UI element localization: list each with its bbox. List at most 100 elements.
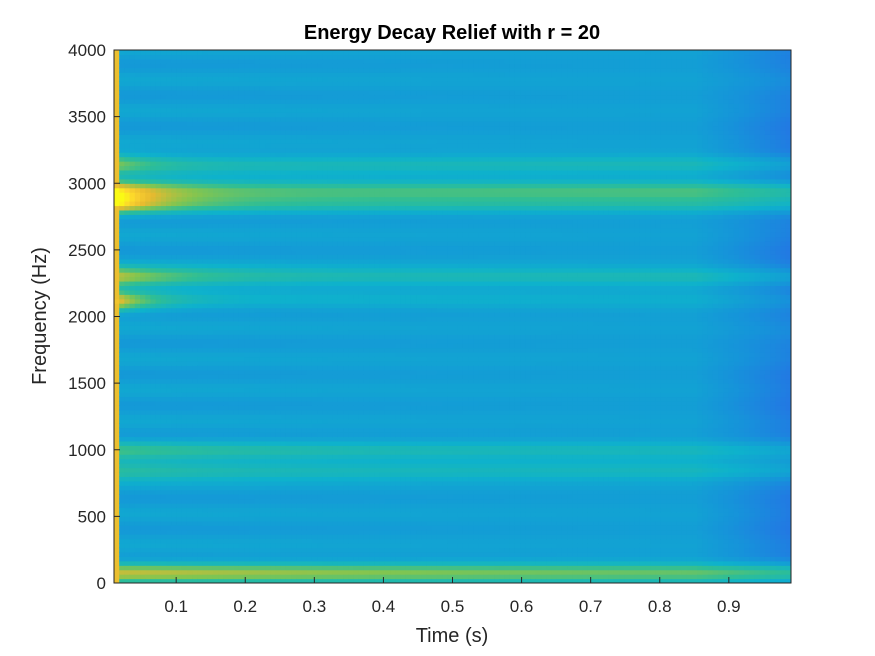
heatmap-cell (124, 343, 131, 349)
heatmap-cell (160, 298, 167, 304)
heatmap-cell (176, 387, 183, 393)
heatmap-cell (155, 214, 162, 220)
heatmap-cell (124, 387, 131, 393)
heatmap-cell (228, 529, 235, 535)
heatmap-cell (124, 396, 131, 402)
heatmap-cell (145, 187, 152, 193)
heatmap-cell (317, 543, 323, 549)
heatmap-cell (140, 409, 146, 415)
heatmap-cell (129, 232, 136, 238)
heatmap-cell (280, 396, 287, 402)
heatmap-cell (134, 298, 141, 304)
heatmap-cell (223, 383, 230, 389)
heatmap-cell (291, 405, 297, 411)
heatmap-cell (119, 307, 126, 313)
heatmap-cell (202, 143, 209, 149)
heatmap-cell (259, 454, 266, 460)
heatmap-cell (145, 560, 152, 566)
heatmap-cell (129, 294, 136, 300)
heatmap-cell (181, 121, 188, 127)
heatmap-cell (119, 538, 126, 544)
heatmap-cell (160, 72, 167, 78)
heatmap-cell (249, 152, 256, 158)
heatmap-cell (176, 81, 183, 87)
heatmap-cell (233, 525, 240, 531)
heatmap-cell (155, 520, 162, 526)
heatmap-cell (186, 489, 193, 495)
heatmap-cell (301, 227, 308, 233)
heatmap-cell (166, 85, 172, 91)
heatmap-cell (249, 125, 256, 131)
heatmap-cell (218, 232, 224, 238)
heatmap-cell (322, 129, 329, 135)
heatmap-cell (124, 201, 131, 207)
heatmap-cell (181, 174, 188, 180)
heatmap-cell (145, 436, 152, 442)
heatmap-cell (114, 174, 120, 180)
heatmap-cell (280, 454, 287, 460)
heatmap-cell (207, 272, 214, 278)
heatmap-cell (285, 94, 292, 100)
heatmap-cell (150, 356, 157, 362)
heatmap-cell (218, 480, 224, 486)
heatmap-cell (171, 405, 178, 411)
heatmap-cell (160, 152, 167, 158)
heatmap-cell (238, 431, 245, 438)
heatmap-cell (207, 556, 214, 562)
heatmap-cell (150, 569, 157, 575)
heatmap-cell (275, 165, 282, 171)
heatmap-cell (254, 374, 261, 380)
heatmap-cell (145, 325, 152, 331)
heatmap-cell (202, 249, 209, 255)
heatmap-cell (301, 81, 308, 87)
heatmap-cell (140, 498, 146, 504)
heatmap-cell (114, 245, 120, 251)
heatmap-cell (254, 414, 261, 420)
heatmap-cell (317, 436, 323, 442)
heatmap-cell (244, 489, 250, 495)
heatmap-cell (270, 498, 277, 504)
heatmap-cell (296, 503, 303, 509)
heatmap-cell (124, 280, 131, 287)
heatmap-cell (306, 280, 313, 287)
heatmap-cell (114, 76, 120, 82)
heatmap-cell (207, 423, 214, 429)
heatmap-cell (270, 54, 277, 60)
heatmap-cell (197, 178, 204, 184)
heatmap-cell (291, 409, 297, 415)
heatmap-cell (134, 520, 141, 526)
heatmap-cell (244, 169, 250, 175)
heatmap-cell (145, 454, 152, 460)
heatmap-cell (327, 574, 334, 580)
heatmap-cell (233, 76, 240, 82)
heatmap-cell (171, 303, 178, 309)
heatmap-cell (192, 98, 198, 104)
heatmap-cell (129, 116, 136, 122)
heatmap-cell (166, 543, 172, 549)
heatmap-cell (192, 463, 198, 469)
heatmap-cell (134, 369, 141, 375)
heatmap-cell (160, 161, 167, 167)
heatmap-cell (212, 254, 219, 260)
heatmap-cell (129, 258, 136, 264)
heatmap-cell (259, 223, 266, 229)
heatmap-cell (145, 125, 152, 131)
heatmap-cell (296, 405, 303, 411)
heatmap-cell (181, 569, 188, 575)
heatmap-cell (228, 525, 235, 531)
heatmap-cell (160, 63, 167, 69)
heatmap-cell (233, 174, 240, 180)
heatmap-cell (176, 574, 183, 580)
heatmap-cell (212, 414, 219, 420)
heatmap-cell (197, 400, 204, 406)
heatmap-cell (275, 525, 282, 531)
heatmap-cell (285, 374, 292, 380)
heatmap-cell (223, 565, 230, 571)
heatmap-cell (186, 520, 193, 526)
heatmap-cell (249, 467, 256, 473)
heatmap-cell (275, 94, 282, 100)
heatmap-cell (166, 121, 172, 127)
heatmap-cell (249, 458, 256, 464)
heatmap-cell (270, 76, 277, 82)
heatmap-cell (207, 236, 214, 242)
